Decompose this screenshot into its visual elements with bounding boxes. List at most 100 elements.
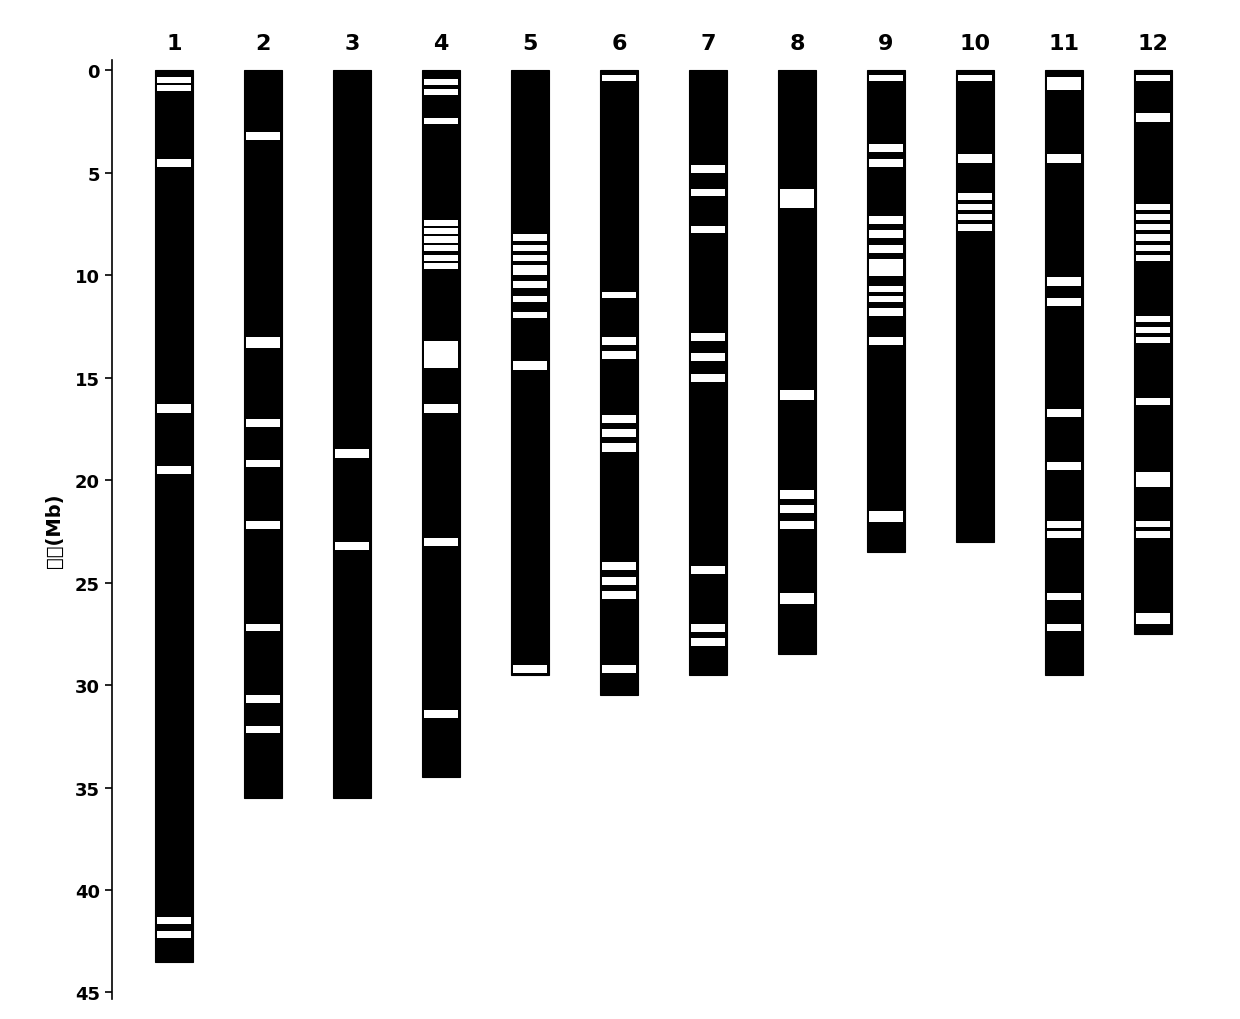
Bar — [424, 405, 458, 414]
Bar — [1136, 75, 1169, 82]
Bar — [424, 79, 458, 86]
Bar — [1136, 398, 1169, 406]
Bar — [1136, 114, 1169, 122]
Bar — [1136, 337, 1169, 343]
Bar — [1047, 593, 1081, 600]
Bar — [869, 297, 903, 303]
Bar — [246, 696, 280, 703]
Bar — [1047, 463, 1081, 471]
Bar — [1047, 409, 1081, 418]
Bar — [601, 337, 636, 345]
Bar — [424, 264, 458, 270]
Bar — [155, 71, 192, 962]
Bar — [1047, 278, 1081, 286]
Bar — [691, 227, 725, 234]
Bar — [869, 145, 903, 153]
Bar — [244, 71, 281, 798]
Bar — [691, 333, 725, 341]
Bar — [1045, 71, 1083, 676]
Bar — [1047, 522, 1081, 528]
Bar — [424, 710, 458, 718]
Bar — [424, 90, 458, 96]
Bar — [1136, 256, 1169, 262]
Bar — [334, 71, 371, 798]
Bar — [513, 246, 547, 252]
Bar — [513, 297, 547, 303]
Bar — [157, 467, 191, 475]
Bar — [869, 309, 903, 317]
Bar — [691, 374, 725, 382]
Bar — [959, 195, 992, 201]
Bar — [246, 132, 280, 141]
Bar — [424, 118, 458, 124]
Bar — [869, 217, 903, 225]
Bar — [513, 266, 547, 276]
Bar — [1136, 532, 1169, 538]
Bar — [601, 292, 636, 299]
Bar — [1136, 205, 1169, 211]
Bar — [780, 191, 813, 209]
Bar — [600, 71, 637, 696]
Bar — [424, 538, 458, 546]
Bar — [959, 75, 992, 82]
Bar — [1047, 624, 1081, 631]
Bar — [601, 591, 636, 599]
Bar — [422, 71, 460, 777]
Bar — [780, 505, 813, 514]
Bar — [157, 405, 191, 414]
Bar — [1047, 155, 1081, 163]
Bar — [959, 225, 992, 231]
Bar — [601, 444, 636, 452]
Bar — [869, 159, 903, 167]
Bar — [869, 512, 903, 523]
Bar — [246, 522, 280, 530]
Bar — [513, 362, 547, 370]
Bar — [959, 155, 992, 163]
Bar — [1136, 327, 1169, 333]
Bar — [869, 286, 903, 292]
Bar — [246, 337, 280, 348]
Bar — [1136, 473, 1169, 488]
Bar — [424, 221, 458, 227]
Bar — [246, 461, 280, 468]
Bar — [601, 75, 636, 82]
Bar — [780, 593, 813, 604]
Bar — [424, 237, 458, 244]
Bar — [246, 727, 280, 734]
Bar — [869, 337, 903, 345]
Bar — [513, 256, 547, 262]
Bar — [157, 86, 191, 92]
Bar — [1135, 71, 1172, 634]
Bar — [601, 577, 636, 585]
Bar — [869, 75, 903, 82]
Bar — [601, 416, 636, 424]
Bar — [1136, 246, 1169, 252]
Bar — [513, 235, 547, 242]
Bar — [1047, 77, 1081, 91]
Bar — [1136, 613, 1169, 624]
Bar — [335, 450, 368, 459]
Bar — [1136, 225, 1169, 231]
Bar — [691, 191, 725, 198]
Bar — [780, 522, 813, 530]
Bar — [335, 542, 368, 550]
Bar — [246, 624, 280, 631]
Bar — [869, 260, 903, 277]
Bar — [513, 313, 547, 319]
Bar — [779, 71, 816, 655]
Bar — [780, 390, 813, 400]
Bar — [511, 71, 548, 676]
Bar — [1136, 522, 1169, 528]
Bar — [691, 624, 725, 632]
Bar — [1136, 215, 1169, 221]
Bar — [424, 229, 458, 235]
Bar — [959, 215, 992, 221]
Bar — [689, 71, 727, 676]
Bar — [869, 246, 903, 254]
Bar — [513, 665, 547, 674]
Bar — [1047, 299, 1081, 307]
Bar — [1047, 532, 1081, 538]
Bar — [157, 77, 191, 84]
Bar — [157, 917, 191, 924]
Bar — [157, 931, 191, 938]
